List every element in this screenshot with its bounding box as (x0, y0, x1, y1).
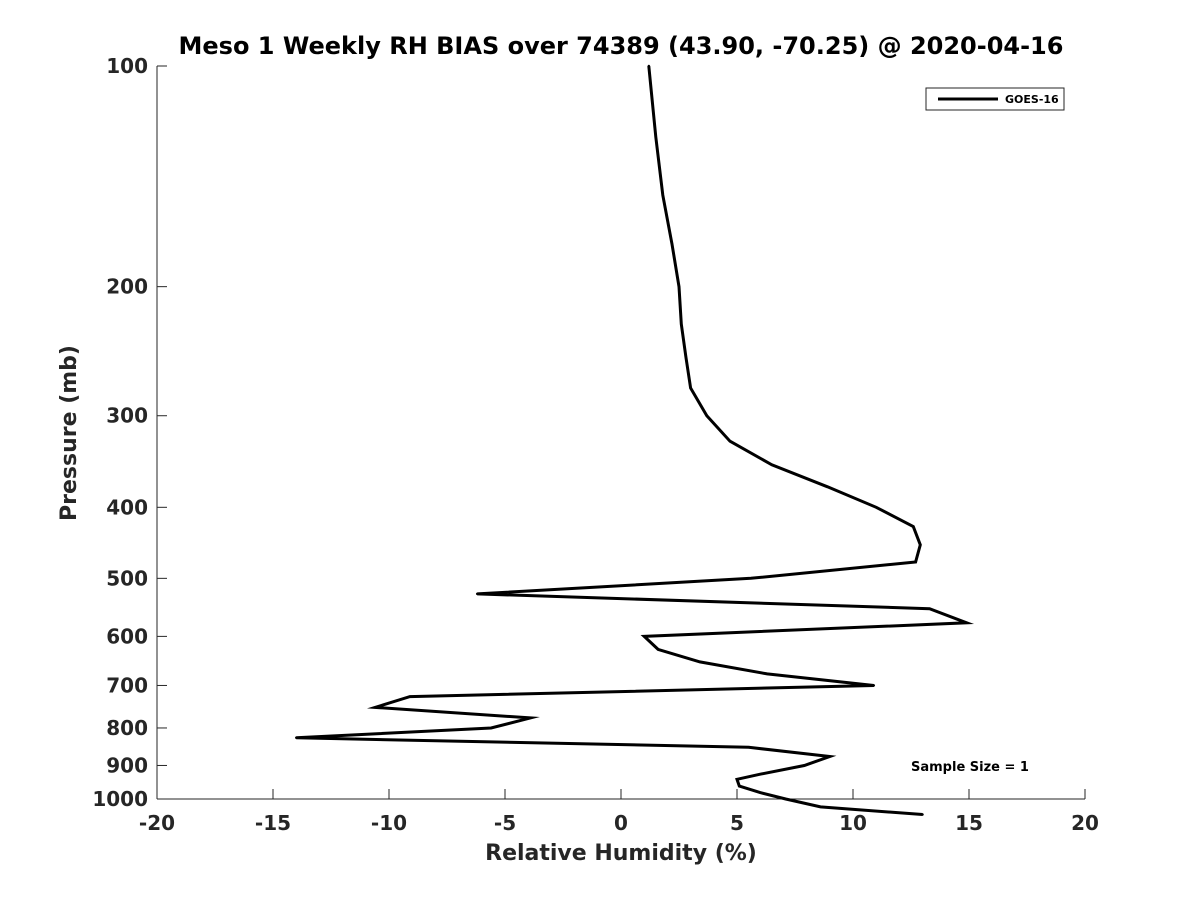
data-point (529, 716, 532, 720)
y-axis-label: Pressure (mb) (57, 345, 82, 521)
data-point (928, 607, 931, 610)
x-axis-label: Relative Humidity (%) (485, 841, 757, 866)
data-point (656, 648, 660, 651)
y-axis-ticks: 100 200 300 400 500 600 700 800 900 1000 (92, 54, 167, 811)
y-tick-label: 900 (106, 753, 148, 777)
data-point (765, 672, 769, 676)
y-tick-label: 600 (106, 624, 148, 648)
data-point (914, 560, 917, 564)
x-tick-label: 0 (614, 811, 628, 835)
y-tick-label: 800 (106, 716, 148, 740)
plot-area: -20 -15 -10 -5 0 5 10 15 20 100 200 300 400 500 600 70… (92, 54, 1099, 835)
data-point (738, 784, 741, 788)
data-point (735, 778, 739, 781)
data-point (728, 440, 732, 443)
data-point (295, 736, 298, 739)
y-tick-label: 700 (106, 673, 148, 697)
data-point (680, 322, 683, 326)
data-point (747, 746, 750, 749)
data-point (684, 356, 688, 359)
y-tick-label: 300 (106, 404, 148, 428)
data-point (912, 525, 915, 528)
data-point (872, 684, 876, 687)
x-tick-label: 5 (730, 811, 744, 835)
data-point (643, 635, 646, 638)
legend-label-goes-16: GOES-16 (1005, 93, 1059, 106)
x-tick-label: 10 (839, 811, 867, 835)
x-tick-label: -20 (139, 811, 175, 835)
data-point (875, 506, 878, 509)
data-point (677, 285, 681, 288)
y-tick-label: 100 (106, 54, 148, 78)
data-point (759, 772, 762, 776)
data-point (654, 135, 657, 139)
data-point (489, 726, 493, 730)
data-point (828, 755, 831, 758)
data-point (408, 695, 412, 698)
y-tick-label: 1000 (92, 787, 148, 811)
y-tick-label: 200 (106, 275, 148, 299)
data-point (784, 797, 787, 801)
x-tick-label: -5 (494, 811, 516, 835)
data-point (919, 543, 922, 547)
data-point (475, 592, 479, 596)
series-line-goes-16 (296, 65, 975, 816)
x-tick-label: 20 (1071, 811, 1099, 835)
data-point (965, 621, 968, 625)
series-layer (295, 64, 975, 816)
chart-title: Meso 1 Weekly RH BIAS over 74389 (43.90,… (179, 32, 1064, 60)
data-point (705, 414, 709, 417)
sample-size-annotation: Sample Size = 1 (911, 760, 1029, 775)
x-tick-label: -15 (255, 811, 291, 835)
x-axis-ticks: -20 -15 -10 -5 0 5 10 15 20 (139, 789, 1099, 835)
data-point (373, 706, 377, 709)
x-tick-label: 15 (955, 811, 983, 835)
data-point (921, 813, 924, 816)
legend: GOES-16 (925, 87, 1065, 111)
y-tick-label: 500 (106, 566, 148, 590)
x-tick-label: -10 (371, 811, 407, 835)
y-tick-label: 400 (106, 495, 148, 519)
data-point (689, 386, 692, 390)
data-point (819, 805, 822, 809)
data-point (670, 242, 674, 246)
data-point (698, 660, 702, 664)
data-point (826, 485, 829, 488)
data-point (661, 193, 664, 197)
data-point (759, 791, 762, 794)
data-point (749, 577, 753, 580)
data-point (647, 64, 651, 68)
data-point (803, 764, 806, 767)
data-point (770, 463, 773, 467)
